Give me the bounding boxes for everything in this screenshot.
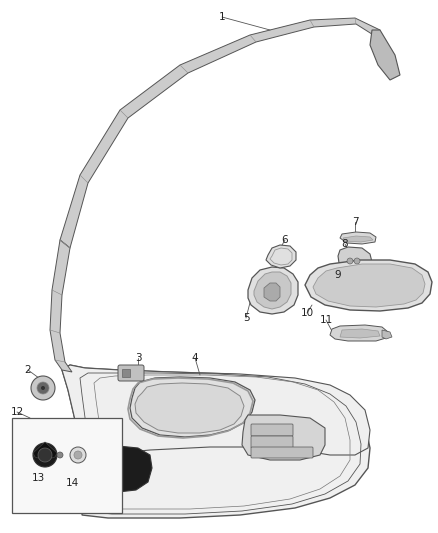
Polygon shape <box>340 329 380 338</box>
Polygon shape <box>266 245 296 268</box>
FancyBboxPatch shape <box>251 447 313 458</box>
Text: 12: 12 <box>11 407 24 417</box>
Bar <box>122 369 130 377</box>
Polygon shape <box>135 383 244 433</box>
Text: 13: 13 <box>32 473 45 483</box>
Polygon shape <box>264 283 280 301</box>
Text: 9: 9 <box>335 270 341 280</box>
Circle shape <box>31 376 55 400</box>
Polygon shape <box>340 280 368 291</box>
Text: 10: 10 <box>300 308 314 318</box>
Text: 3: 3 <box>135 353 141 363</box>
Circle shape <box>41 386 45 390</box>
Polygon shape <box>340 232 376 244</box>
FancyBboxPatch shape <box>118 365 144 381</box>
Text: 5: 5 <box>243 313 249 323</box>
Polygon shape <box>33 442 57 460</box>
Circle shape <box>38 448 52 462</box>
Text: 11: 11 <box>319 315 332 325</box>
FancyBboxPatch shape <box>12 418 122 513</box>
Text: 14: 14 <box>65 478 79 488</box>
FancyBboxPatch shape <box>251 424 293 436</box>
Polygon shape <box>382 330 392 339</box>
Circle shape <box>33 443 57 467</box>
Text: 7: 7 <box>352 217 358 227</box>
Circle shape <box>70 447 86 463</box>
Text: 6: 6 <box>282 235 288 245</box>
Text: 4: 4 <box>192 353 198 363</box>
Circle shape <box>347 258 353 264</box>
FancyBboxPatch shape <box>251 436 293 448</box>
Polygon shape <box>338 247 372 271</box>
Polygon shape <box>62 365 370 460</box>
Polygon shape <box>130 377 255 437</box>
Polygon shape <box>313 264 425 307</box>
Polygon shape <box>50 240 72 372</box>
Text: 8: 8 <box>342 239 348 249</box>
Polygon shape <box>305 260 432 311</box>
Circle shape <box>37 382 49 394</box>
Text: 2: 2 <box>25 365 31 375</box>
Polygon shape <box>94 446 152 492</box>
Polygon shape <box>60 18 380 248</box>
Circle shape <box>354 258 360 264</box>
Text: 1: 1 <box>219 12 225 22</box>
Polygon shape <box>248 267 298 314</box>
Circle shape <box>74 451 82 459</box>
Polygon shape <box>254 272 291 309</box>
Polygon shape <box>370 30 400 80</box>
Circle shape <box>57 452 63 458</box>
Polygon shape <box>242 415 325 460</box>
Polygon shape <box>62 365 370 518</box>
Polygon shape <box>330 325 388 341</box>
Polygon shape <box>343 236 373 242</box>
